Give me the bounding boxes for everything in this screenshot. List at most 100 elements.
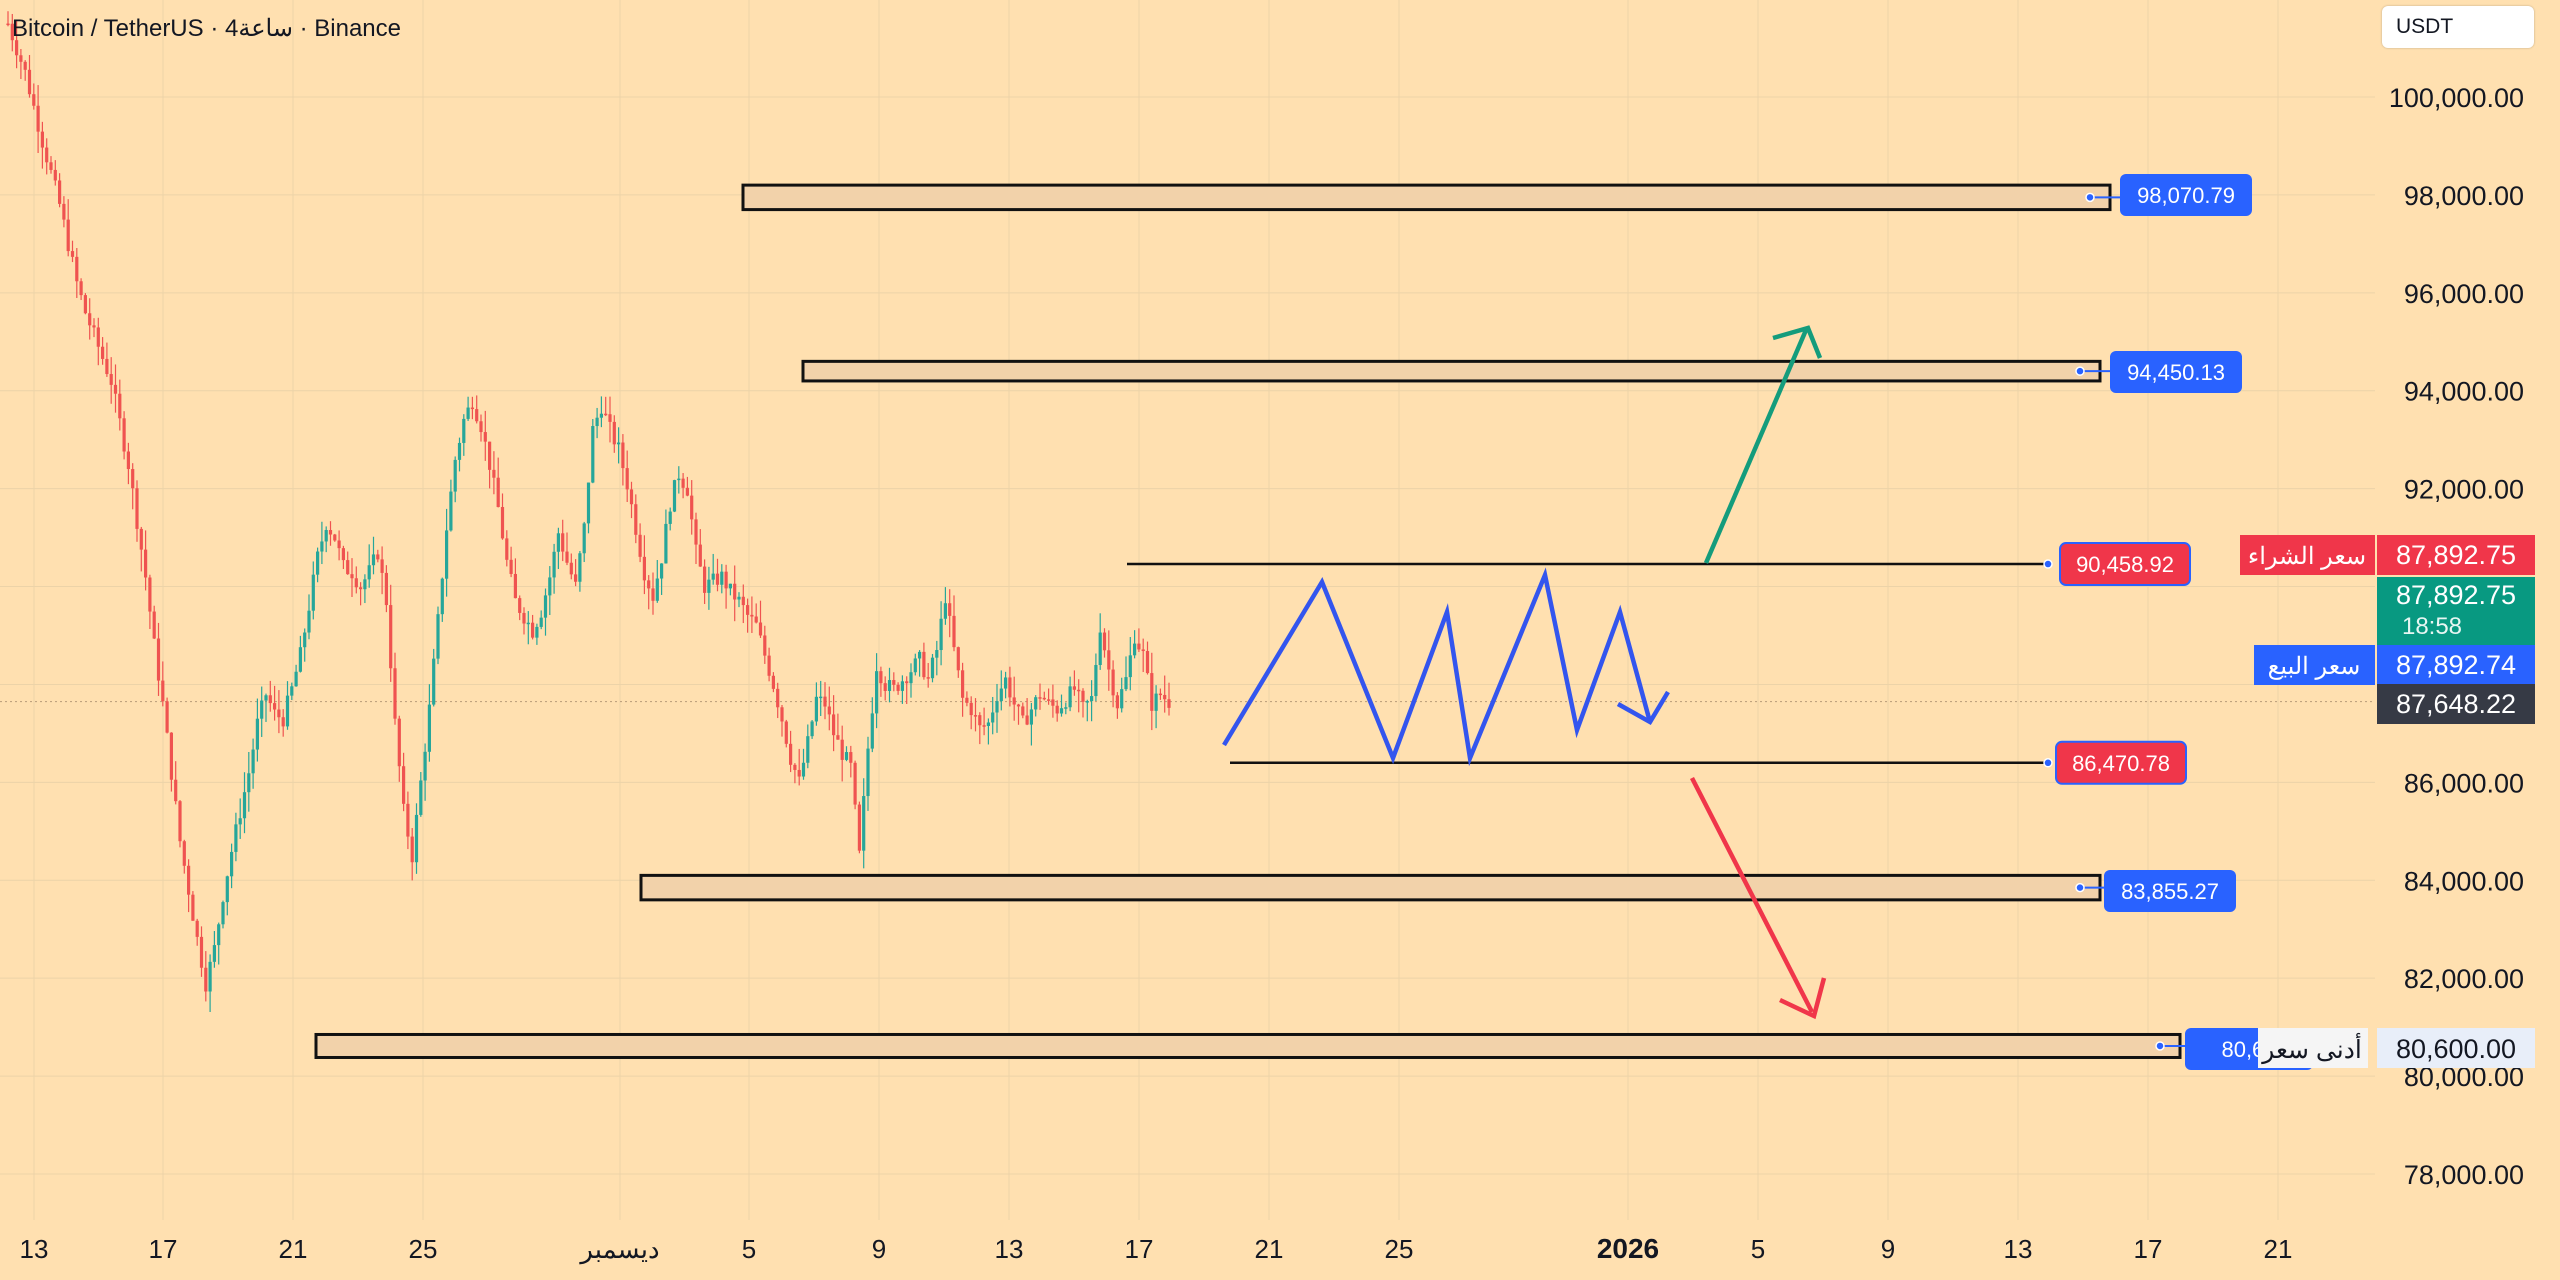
candle-body [1029,709,1033,725]
candle-body [337,540,341,549]
sell-label-box [2254,645,2375,685]
candlestick-series [6,11,1171,1012]
candle-body [101,346,105,359]
candle-body [410,836,414,863]
candle-body [599,413,603,418]
level-label: 86,470.78 [2072,751,2170,776]
candle-body [750,614,754,617]
candle-body [565,551,569,563]
zone-handle [2075,366,2085,376]
candle-body [350,574,354,579]
candle-body [122,418,126,452]
candle-body [419,780,423,815]
y-tick-label: 92,000.00 [2404,475,2524,505]
candle-body [526,622,530,625]
candle-body [212,945,216,962]
candle-body [595,417,599,427]
candle-body [806,736,810,763]
candle-body [922,651,926,678]
candle-body [475,409,479,422]
zigzag-pattern [1222,567,1670,767]
candle-body [1133,643,1137,656]
candle-body [703,566,707,593]
candle-body [582,523,586,554]
candle-body [333,534,337,541]
candle-body [1111,669,1115,696]
candle-body [1051,699,1055,706]
candle-body [741,596,745,606]
candle-body [780,707,784,722]
candle-body [1077,689,1081,692]
candle-body [466,407,470,419]
y-tick-label: 84,000.00 [2404,866,2524,896]
zone-handle [2085,192,2095,203]
zone-handle [2155,1041,2165,1051]
candle-body [969,702,973,716]
candle-body [604,413,608,416]
candle-body [281,717,285,727]
level-handle [2043,758,2053,768]
candle-body [853,762,857,805]
candle-body [728,583,732,589]
low-price: 80,600.00 [2396,1034,2516,1064]
candle-body [1038,697,1042,699]
candle-body [1081,690,1085,702]
x-tick-label: 13 [995,1234,1024,1264]
candle-body [685,487,689,496]
candle-body [991,712,995,723]
crosshair-price: 87,648.22 [2396,689,2516,719]
candle-body [260,700,264,719]
candle-body [556,533,560,552]
bearish-arrow-head [1779,977,1827,1020]
candle-body [230,851,234,877]
candle-body [1072,686,1076,690]
candle-body [1150,673,1154,711]
y-tick-label: 94,000.00 [2404,377,2524,407]
candle-body [414,814,419,863]
candle-body [449,491,453,531]
candle-body [1055,705,1059,714]
candle-body [453,459,457,492]
candle-body [844,752,849,760]
candle-body [105,358,109,375]
x-tick-label: 17 [149,1234,178,1264]
candle-body [1008,677,1012,698]
buy-price-box [2377,535,2535,575]
zone-label: 98,070.79 [2137,183,2235,208]
sell-label: سعر البيع [2268,653,2361,680]
candle-body [961,670,965,698]
candle-body [660,563,664,579]
candle-body [754,616,758,623]
candle-body [178,801,182,842]
candle-body [621,442,625,469]
candle-body [711,573,715,580]
bar-countdown: 18:58 [2402,613,2462,640]
candle-body [518,598,522,613]
y-tick-label: 96,000.00 [2404,279,2524,309]
candle-body [10,23,14,41]
candle-body [793,764,797,770]
candle-body [53,169,57,181]
candle-body [268,695,272,704]
candle-body [1064,707,1068,709]
candle-body [887,680,892,691]
candle-body [771,675,775,689]
zone-box [639,873,2102,902]
last-price: 87,892.75 [2396,580,2516,610]
x-tick-label: 25 [409,1234,438,1264]
candle-body [561,533,565,552]
candle-body [96,327,100,347]
currency-selector[interactable]: USDT [2382,6,2534,48]
zone-box [314,1032,2182,1059]
candle-body [1167,699,1171,708]
candle-body [836,735,840,740]
candle-body [707,579,711,593]
candle-body [500,507,505,539]
candle-body [814,696,818,722]
candle-body [535,626,539,638]
x-tick-label: 17 [2134,1234,2163,1264]
candle-body [311,574,315,611]
candle-body [982,725,986,727]
